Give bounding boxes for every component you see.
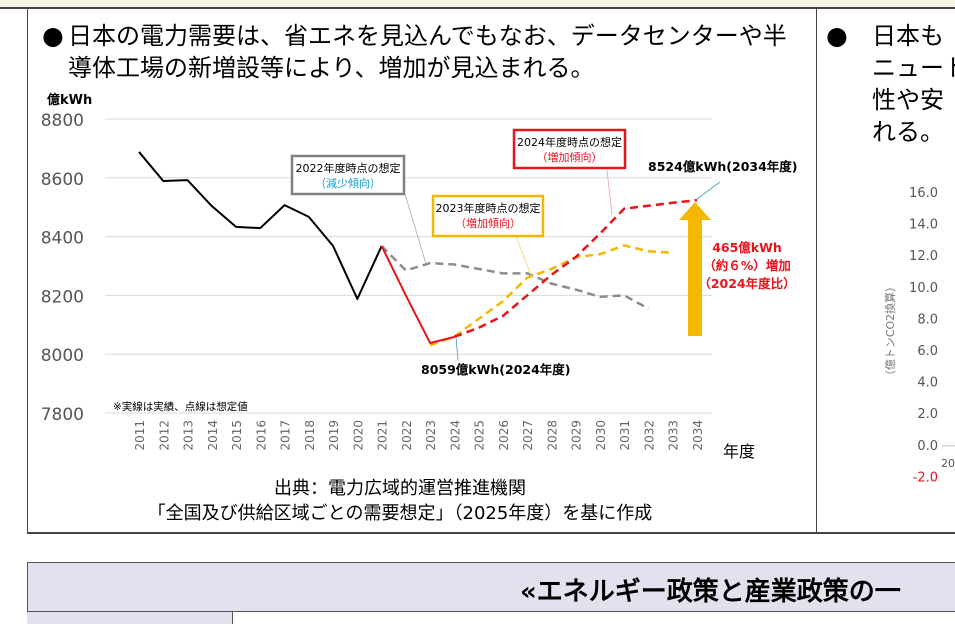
x-tick-label: 2034 xyxy=(691,420,705,451)
y-tick-label: 0.0 xyxy=(917,439,938,454)
x-tick-label: 2013 xyxy=(182,420,196,451)
y-tick-label: 12.0 xyxy=(909,249,938,264)
value-label-2034: 8524億kWh(2034年度) xyxy=(648,159,798,174)
annotation-2022-title: 2022年度時点の想定 xyxy=(296,161,401,175)
x-tick-label: 2031 xyxy=(618,420,632,451)
x-tick-label: 2016 xyxy=(254,420,268,451)
y-tick-label: 16.0 xyxy=(909,186,938,201)
increase-label: （2024年度比） xyxy=(698,276,795,291)
x-tick-label: 2018 xyxy=(303,420,317,451)
y-tick-label: 8600 xyxy=(41,170,84,190)
annotation-2023-subtitle: （増加傾向） xyxy=(455,216,521,230)
x-tick-label: 2030 xyxy=(594,420,608,451)
source-line-1: 出典：電力広域的運営推進機関 xyxy=(100,476,700,501)
annotation-2024-subtitle: （増加傾向） xyxy=(537,150,603,164)
y-tick-label: -2.0 xyxy=(913,470,938,485)
source-note: 出典：電力広域的運営推進機関 「全国及び供給区域ごとの需要想定」（2025年度）… xyxy=(100,476,700,526)
y-tick-label: 8200 xyxy=(41,287,84,307)
y-axis-label: 億kWh xyxy=(47,92,92,108)
x-tick-label: 2011 xyxy=(133,420,147,451)
leader-line xyxy=(607,170,612,215)
x-tick-label: 2022 xyxy=(400,420,414,451)
x-tick-label: 2017 xyxy=(279,420,293,451)
x-tick-label: 2012 xyxy=(157,420,171,451)
table-row xyxy=(27,611,955,624)
x-tick-label: 2026 xyxy=(497,420,511,451)
annotation-2022-subtitle: （減少傾向） xyxy=(315,176,381,190)
y-tick-label: 6.0 xyxy=(917,344,938,359)
x-tick-label: 2020 xyxy=(351,420,365,451)
x-tick-label: 2023 xyxy=(424,420,438,451)
leader-line xyxy=(405,194,426,264)
y-tick-label: 8.0 xyxy=(917,312,938,327)
y-tick-label: 7800 xyxy=(41,405,84,425)
electricity-demand-chart: 7800 8000 8200 8400 8600 8800 億kWh 2011 2012 2013… xyxy=(0,0,955,480)
x-tick-label: 2032 xyxy=(642,420,656,451)
value-label-2024: 8059億kWh(2024年度) xyxy=(421,362,571,377)
y-tick-label: 10.0 xyxy=(909,281,938,296)
right-panel: ● 日本も ニュート 性や安 れる。 16.014.012.010.08.06.… xyxy=(816,9,955,534)
increase-label: （約６%）増加 xyxy=(703,258,791,273)
x-tick-label: 2021 xyxy=(376,420,390,451)
x-axis-label: 年度 xyxy=(723,442,755,461)
leader-line xyxy=(515,234,532,278)
x-tick-label: 20 xyxy=(941,457,955,470)
series-line-actual_recent xyxy=(382,246,455,343)
y-tick-label: 4.0 xyxy=(917,376,938,391)
series-line-forecast_2022 xyxy=(382,246,649,309)
source-line-2: 「全国及び供給区域ごとの需要想定」（2025年度）を基に作成 xyxy=(100,501,700,526)
annotation-2024-title: 2024年度時点の想定 xyxy=(517,135,622,149)
x-tick-label: 2029 xyxy=(570,420,584,451)
y-axis-label: （億トンCO2換算） xyxy=(883,281,897,381)
x-tick-label: 2015 xyxy=(230,420,244,451)
x-tick-label: 2019 xyxy=(327,420,341,451)
section-title: «エネルギー政策と産業政策の一 xyxy=(520,571,901,608)
leader-line xyxy=(456,337,458,360)
y-tick-label: 8800 xyxy=(41,111,84,131)
table-cell xyxy=(27,612,233,624)
increase-label: 465億kWh xyxy=(712,240,782,255)
x-tick-label: 2025 xyxy=(473,420,487,451)
x-tick-label: 2024 xyxy=(448,420,462,451)
emissions-chart-partial: 16.0 14.0 12.0 10.0 8.0 6.0 4.0 2.0 0.0 -2.020 （億ト… xyxy=(816,9,955,489)
x-tick-label: 2027 xyxy=(521,420,535,451)
y-tick-label: 14.0 xyxy=(909,218,938,233)
x-tick-label: 2033 xyxy=(667,420,681,451)
section-title-bar: «エネルギー政策と産業政策の一 xyxy=(27,562,955,612)
x-tick-label: 2028 xyxy=(545,420,559,451)
x-tick-label: 2014 xyxy=(206,420,220,451)
annotation-2023-title: 2023年度時点の想定 xyxy=(436,201,541,215)
chart-note: ※実線は実績、点線は想定値 xyxy=(113,400,248,413)
y-tick-label: 2.0 xyxy=(917,407,938,422)
leader-line xyxy=(697,182,720,199)
y-tick-label: 8400 xyxy=(41,229,84,249)
y-tick-label: 8000 xyxy=(41,346,84,366)
